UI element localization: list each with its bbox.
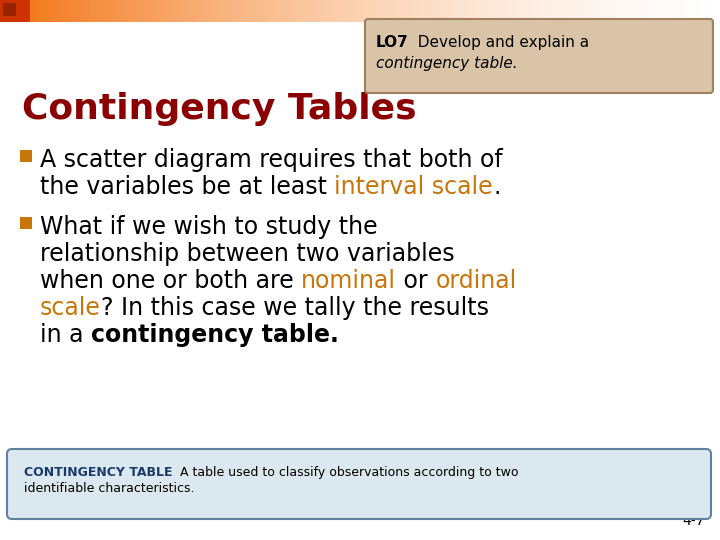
FancyBboxPatch shape (20, 150, 32, 162)
Text: What if we wish to study the: What if we wish to study the (40, 215, 377, 239)
FancyBboxPatch shape (20, 217, 32, 229)
Text: Contingency Tables: Contingency Tables (22, 92, 417, 126)
FancyBboxPatch shape (0, 0, 30, 22)
Text: Develop and explain a: Develop and explain a (408, 35, 589, 50)
Text: the variables be at least: the variables be at least (40, 175, 335, 199)
Text: ? In this case we tally the results: ? In this case we tally the results (101, 296, 489, 320)
FancyBboxPatch shape (365, 19, 713, 93)
Text: relationship between two variables: relationship between two variables (40, 242, 454, 266)
Text: contingency table.: contingency table. (91, 323, 339, 347)
Text: interval scale: interval scale (335, 175, 493, 199)
Text: contingency table.: contingency table. (376, 56, 518, 71)
Text: nominal: nominal (301, 269, 396, 293)
Text: scale: scale (40, 296, 101, 320)
Text: .: . (493, 175, 500, 199)
Text: in a: in a (40, 323, 91, 347)
Text: A table used to classify observations according to two: A table used to classify observations ac… (173, 466, 519, 479)
Text: A scatter diagram requires that both of: A scatter diagram requires that both of (40, 148, 503, 172)
Text: 4-7: 4-7 (683, 514, 705, 528)
FancyBboxPatch shape (7, 449, 711, 519)
Text: CONTINGENCY TABLE: CONTINGENCY TABLE (24, 466, 173, 479)
Text: identifiable characteristics.: identifiable characteristics. (24, 482, 194, 495)
Text: or: or (396, 269, 436, 293)
FancyBboxPatch shape (3, 3, 16, 16)
Text: ordinal: ordinal (436, 269, 517, 293)
Text: when one or both are: when one or both are (40, 269, 301, 293)
Text: LO7: LO7 (376, 35, 409, 50)
